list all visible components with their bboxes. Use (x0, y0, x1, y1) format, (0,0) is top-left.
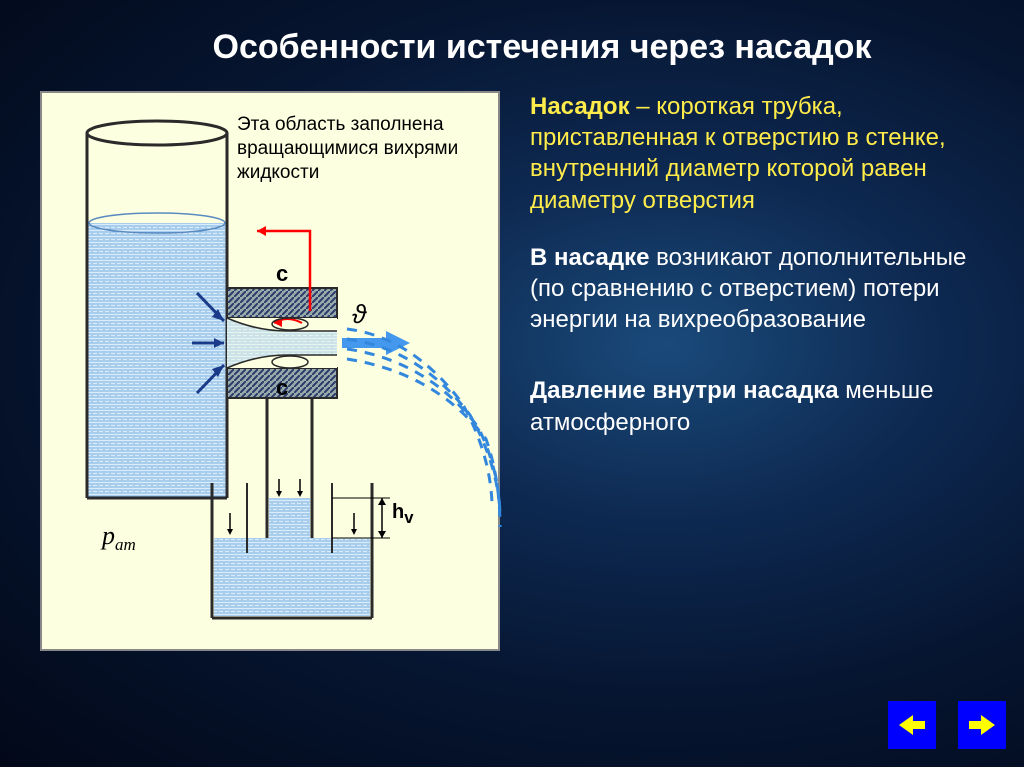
prev-button[interactable] (888, 701, 936, 749)
prev-arrow-icon (897, 712, 927, 738)
nav-buttons (888, 701, 1006, 749)
definition-block: Насадок – короткая трубка, приставленная… (530, 91, 984, 216)
text-column: Насадок – короткая трубка, приставленная… (530, 91, 984, 651)
pressure-block: Давление внутри насадка меньше атмосферн… (530, 375, 984, 437)
label-pat: pат (102, 521, 136, 555)
label-c-top: c (276, 261, 288, 287)
label-hv: hv (392, 501, 413, 528)
next-button[interactable] (958, 701, 1006, 749)
label-c-bottom: c (276, 375, 288, 401)
losses-block: В насадке возникают дополнительные (по с… (530, 242, 984, 336)
label-theta: ϑ (352, 299, 366, 330)
content-row: Эта область заполнена вращающимися вихря… (40, 91, 984, 651)
diagram-svg (42, 93, 502, 653)
diagram-panel: Эта область заполнена вращающимися вихря… (40, 91, 500, 651)
next-arrow-icon (967, 712, 997, 738)
slide-title: Особенности истечения через насадок (100, 28, 984, 67)
